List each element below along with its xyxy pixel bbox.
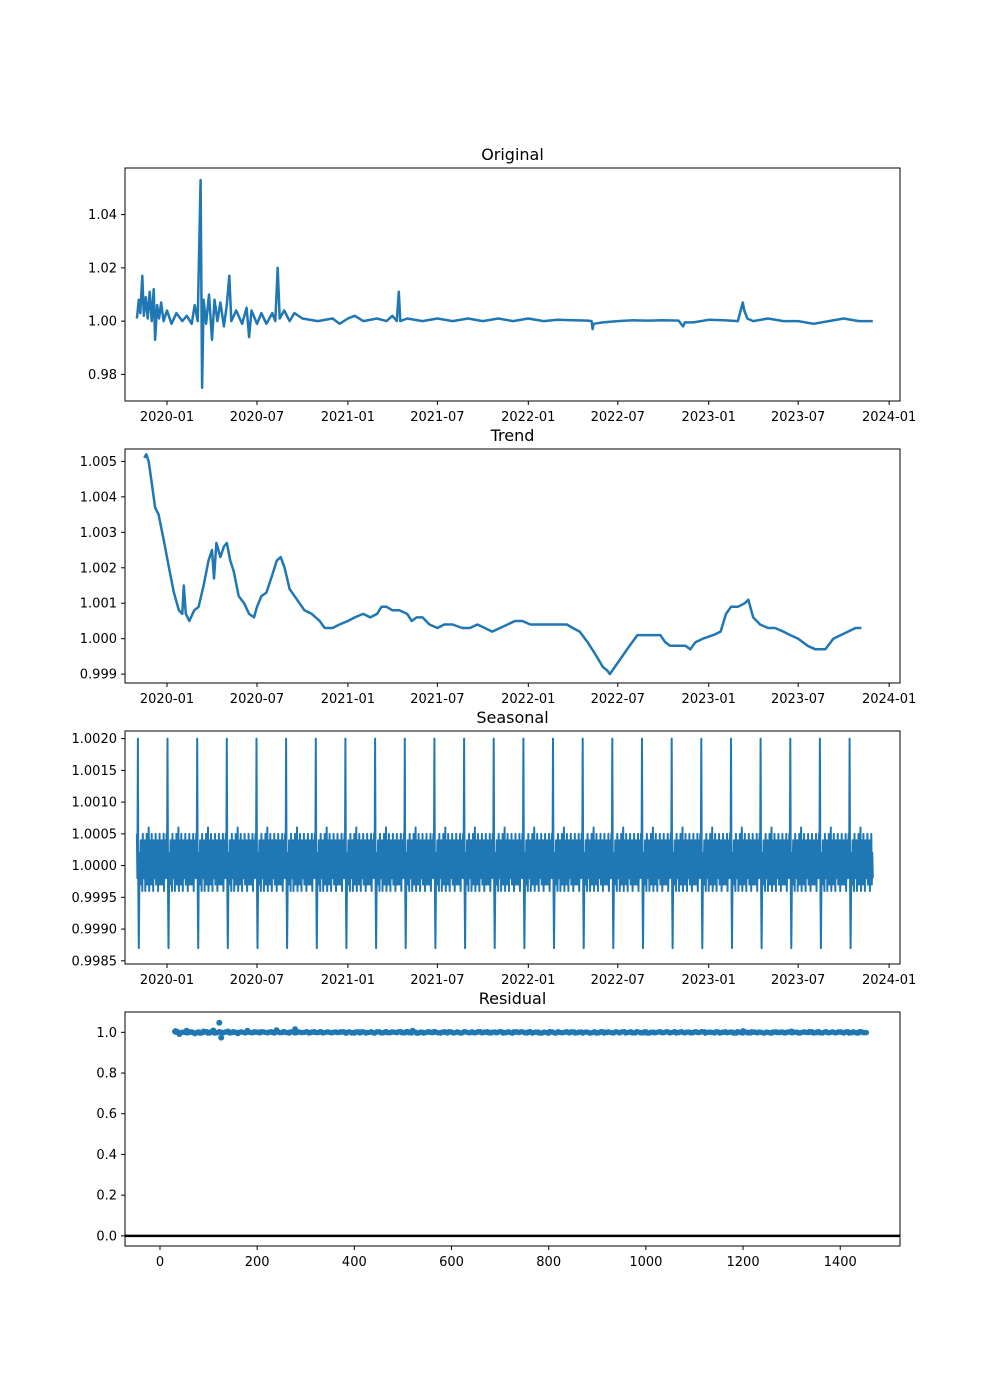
y-tick-label: 1.0005	[72, 827, 118, 842]
axes-frame	[124, 1011, 901, 1247]
x-tick-label: 0	[156, 1255, 164, 1270]
residual-outlier-point	[216, 1019, 223, 1026]
chart-title: Seasonal	[476, 708, 548, 727]
plot-area	[135, 737, 874, 950]
residual-outlier-point	[244, 1027, 251, 1034]
y-tick-label: 1.002	[80, 561, 117, 576]
x-tick-label: 1200	[727, 1255, 760, 1270]
residual-outlier-point	[273, 1027, 280, 1034]
x-tick-label: 2020-01	[140, 692, 194, 707]
x-tick-label: 200	[245, 1255, 270, 1270]
panel-seasonal: Seasonal 0.9985 0.9990 0.9995 1.0000 1.0005 1.…	[72, 708, 917, 988]
x-tick-label: 400	[342, 1255, 367, 1270]
x-tick-label: 2022-01	[501, 973, 555, 988]
residual-outlier-point	[200, 1028, 207, 1035]
y-tick-label: 1.004	[80, 490, 117, 505]
y-tick-label: 1.000	[80, 632, 117, 647]
axes-frame	[124, 167, 901, 402]
residual-outlier-point	[409, 1027, 416, 1034]
x-tick-label: 2022-01	[501, 410, 555, 425]
y-tick-label: 1.0010	[72, 796, 118, 811]
x-tick-label: 2020-07	[230, 692, 284, 707]
axes-frame	[124, 730, 901, 965]
x-tick-label: 2022-07	[591, 973, 645, 988]
y-tick-label: 0.8	[96, 1067, 117, 1082]
x-tick-label: 2022-01	[501, 692, 555, 707]
x-tick-label: 1400	[824, 1255, 857, 1270]
residual-outlier-point	[225, 1028, 231, 1035]
residual-outlier-point	[210, 1027, 217, 1034]
plot-area	[143, 453, 862, 676]
x-tick-label: 2023-07	[771, 410, 825, 425]
residual-outlier-point	[176, 1031, 183, 1037]
panel-trend: Trend 0.999 1.000 1.001 1.002 1.003 1.004 1.005…	[80, 426, 917, 707]
plot-area	[135, 178, 873, 389]
x-tick-label: 2021-07	[410, 973, 464, 988]
residual-outlier-point	[788, 1028, 795, 1035]
residual-outlier-point	[183, 1027, 190, 1034]
x-tick-label: 2022-07	[591, 692, 645, 707]
residual-outlier-point	[234, 1030, 241, 1037]
series-line	[135, 178, 873, 389]
plot-area	[125, 1019, 900, 1238]
x-tick-label: 1000	[629, 1255, 662, 1270]
series-line	[143, 453, 862, 676]
residual-outlier-point	[218, 1034, 225, 1041]
y-tick-label: 0.6	[96, 1107, 117, 1122]
x-tick-label: 2020-07	[230, 973, 284, 988]
x-tick-label: 2023-01	[682, 973, 736, 988]
y-tick-label: 1.003	[80, 526, 117, 541]
chart-title: Original	[481, 145, 544, 164]
x-tick-label: 2022-07	[591, 410, 645, 425]
series-line	[135, 737, 874, 950]
y-tick-label: 0.98	[88, 368, 117, 383]
y-tick-label: 1.02	[88, 261, 117, 276]
y-tick-label: 0.2	[96, 1189, 117, 1204]
panel-original: Original 0.98 1.00 1.02 1.04 2020-01 2020-07 20…	[88, 145, 916, 425]
x-tick-label: 2021-07	[410, 410, 464, 425]
residual-outlier-point	[292, 1026, 299, 1033]
y-tick-label: 1.0	[96, 1026, 117, 1041]
y-tick-label: 0.9990	[72, 923, 118, 938]
y-tick-label: 1.0015	[72, 764, 118, 779]
residual-outlier-point	[740, 1028, 747, 1035]
x-tick-label: 2023-07	[771, 973, 825, 988]
y-tick-label: 0.9995	[72, 891, 118, 906]
y-tick-label: 1.04	[88, 208, 117, 223]
residual-outlier-point	[192, 1030, 198, 1037]
x-tick-label: 2024-01	[862, 692, 916, 707]
x-tick-label: 2023-01	[682, 692, 736, 707]
y-tick-label: 0.4	[96, 1148, 117, 1163]
chart-title: Trend	[490, 426, 535, 445]
panel-residual: Residual 0.0 0.2 0.4 0.6 0.8 1.0 0 200 400 600 800 1…	[96, 989, 901, 1270]
x-tick-label: 2024-01	[862, 973, 916, 988]
y-tick-label: 0.9985	[72, 954, 118, 969]
y-tick-label: 0.999	[80, 668, 117, 683]
x-tick-label: 2024-01	[862, 410, 916, 425]
y-tick-label: 1.0020	[72, 732, 118, 747]
x-tick-label: 2021-01	[321, 973, 375, 988]
scatter-points	[172, 1019, 870, 1041]
y-tick-label: 1.0000	[72, 859, 118, 874]
x-tick-label: 2020-07	[230, 410, 284, 425]
x-tick-label: 800	[536, 1255, 561, 1270]
y-tick-label: 1.001	[80, 597, 117, 612]
x-tick-label: 2021-01	[321, 410, 375, 425]
y-tick-label: 0.0	[96, 1229, 117, 1244]
x-tick-label: 2020-01	[140, 973, 194, 988]
x-tick-label: 2021-01	[321, 692, 375, 707]
residual-point	[863, 1030, 870, 1036]
y-tick-label: 1.00	[88, 315, 117, 330]
x-tick-label: 2023-07	[771, 692, 825, 707]
x-tick-label: 600	[439, 1255, 464, 1270]
axes-frame	[124, 448, 901, 684]
chart-title: Residual	[479, 989, 547, 1008]
y-tick-label: 1.005	[80, 455, 117, 470]
x-tick-label: 2020-01	[140, 410, 194, 425]
x-tick-label: 2023-01	[682, 410, 736, 425]
x-tick-label: 2021-07	[410, 692, 464, 707]
